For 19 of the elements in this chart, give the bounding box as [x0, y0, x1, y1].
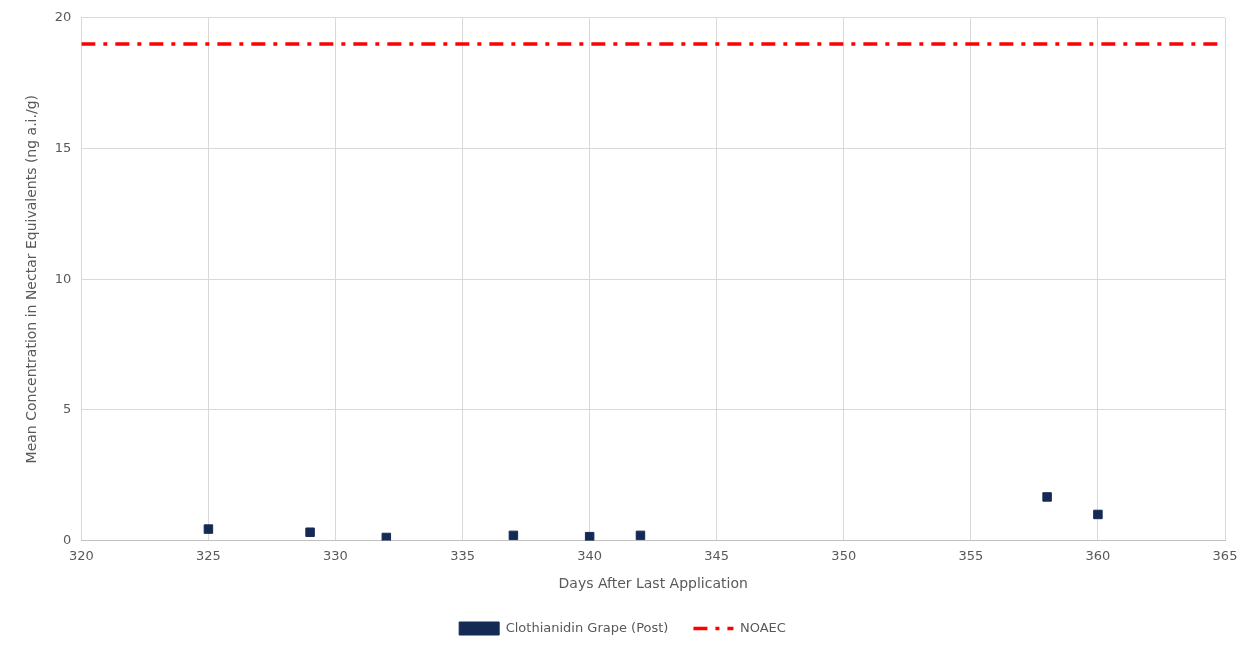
y-tick-label: 15 — [54, 139, 72, 155]
y-tick-label: 20 — [54, 9, 72, 25]
y-tick-label: 0 — [63, 531, 72, 547]
x-tick-label: 330 — [323, 547, 348, 563]
x-tick-label: 360 — [1085, 547, 1111, 563]
x-tick-label: 365 — [1212, 547, 1238, 563]
y-tick-label: 5 — [63, 401, 72, 417]
x-tick-label: 320 — [68, 547, 94, 563]
x-tick-label: 325 — [196, 547, 221, 563]
legend-label: NOAEC — [739, 619, 786, 635]
x-axis-title: Days After Last Application — [558, 575, 748, 592]
x-tick-label: 340 — [577, 547, 603, 563]
x-tick-label: 345 — [704, 547, 730, 563]
y-tick-label: 10 — [54, 270, 72, 286]
x-tick-label: 355 — [958, 547, 984, 563]
legend-label: Clothianidin Grape (Post) — [505, 619, 669, 635]
x-tick-label: 350 — [831, 547, 857, 563]
y-axis-title: Mean Concentration in Nectar Equivalents (ng a.i./g) — [23, 94, 40, 464]
x-tick-label: 335 — [450, 547, 475, 563]
